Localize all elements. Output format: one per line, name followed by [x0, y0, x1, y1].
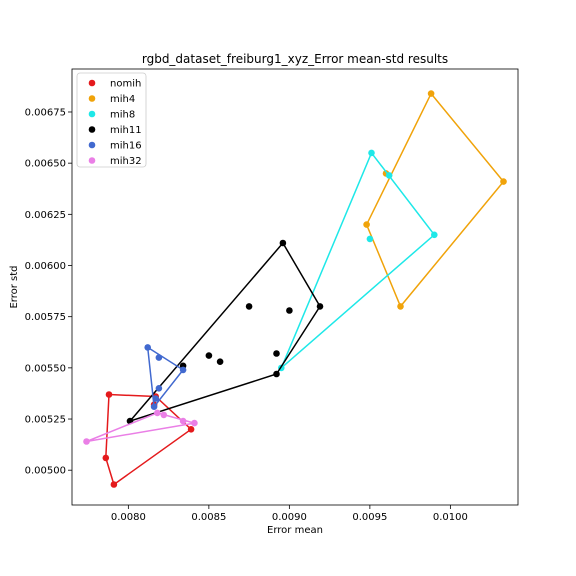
chart-title: rgbd_dataset_freiburg1_xyz_Error mean-st…	[142, 52, 448, 66]
legend-label-mih8: mih8	[110, 110, 135, 121]
data-point-mih32-4	[83, 438, 90, 445]
data-point-mih11-3	[286, 307, 293, 314]
data-point-mih11-5	[205, 352, 213, 359]
legend-marker-mih8	[88, 110, 96, 118]
data-point-mih16-2	[179, 366, 187, 374]
plot-area-frame	[71, 68, 519, 506]
y-tick-label: 0.00550	[25, 363, 66, 374]
legend-marker-mih16	[88, 141, 96, 149]
data-point-nomih-3	[187, 426, 195, 433]
data-point-nomih-0	[105, 391, 113, 398]
data-point-mih11-1	[316, 303, 324, 310]
y-axis: 0.00500 0.00525 0.00550 0.00575 0.00600 0.006…	[25, 107, 72, 477]
y-tick-label: 0.00575	[25, 312, 66, 323]
x-tick-label: 0.0100	[433, 512, 468, 523]
data-point-mih16-4	[152, 395, 159, 402]
legend-label-mih11: mih11	[110, 125, 142, 136]
x-tick-label: 0.0095	[352, 512, 387, 523]
legend-marker-nomih	[88, 79, 96, 87]
y-tick-label: 0.00525	[25, 415, 66, 426]
legend-label-mih16: mih16	[110, 141, 142, 152]
y-tick-label: 0.00625	[25, 210, 66, 221]
data-point-mih8-0	[368, 149, 375, 157]
data-point-mih32-0	[154, 409, 161, 417]
data-point-mih32-3	[191, 419, 198, 427]
y-tick-label: 0.00650	[25, 159, 66, 170]
series-mih16	[144, 344, 187, 411]
series-mih32-hull-line	[86, 412, 195, 443]
x-axis: 0.0080 0.0085 0.0090 0.0095 0.0100	[111, 505, 468, 523]
data-point-mih32-1	[160, 411, 168, 419]
data-point-mih11-8	[273, 370, 280, 378]
data-point-nomih-1	[102, 454, 110, 462]
series-mih4	[363, 90, 507, 310]
data-point-mih8-3	[366, 235, 374, 243]
data-point-mih4-2	[397, 303, 404, 310]
series-mih32	[83, 409, 198, 445]
y-tick-label: 0.00500	[25, 466, 66, 477]
series-mih8-hull-line	[280, 152, 436, 369]
data-point-mih16-5	[150, 403, 158, 411]
series-mih16-hull-line	[146, 346, 185, 409]
y-tick-label: 0.00600	[25, 261, 66, 272]
legend-label-nomih: nomih	[110, 79, 141, 90]
x-tick-label: 0.0085	[191, 512, 226, 523]
data-point-mih4-0	[427, 90, 435, 97]
data-point-mih16-0	[144, 344, 151, 351]
data-point-mih11-4	[273, 350, 280, 357]
legend-label-mih4: mih4	[110, 94, 135, 105]
data-point-mih8-2	[431, 231, 438, 239]
data-point-nomih-2	[110, 481, 118, 488]
y-axis-label: Error std	[9, 265, 20, 308]
data-point-mih16-1	[155, 354, 163, 361]
legend-marker-mih11	[88, 126, 96, 133]
legend-marker-mih4	[88, 95, 96, 102]
y-tick-label: 0.00675	[25, 107, 66, 118]
series-mih8	[278, 149, 438, 372]
series-nomih-hull-line	[105, 393, 193, 486]
legend: nomih mih4 mih8 mih11 mih16 mih32	[76, 72, 147, 168]
x-tick-label: 0.0090	[272, 512, 307, 523]
data-point-mih11-0	[279, 239, 287, 247]
legend-label-mih32: mih32	[110, 156, 142, 167]
data-point-mih8-1	[385, 172, 393, 179]
data-point-mih11-6	[216, 358, 224, 366]
data-point-mih4-3	[363, 221, 370, 228]
x-axis-label: Error mean	[267, 525, 323, 536]
data-point-mih4-1	[500, 178, 507, 185]
data-point-mih11-2	[245, 303, 253, 310]
data-point-mih16-3	[155, 385, 163, 392]
x-tick-label: 0.0080	[111, 512, 146, 523]
plot-layer	[83, 90, 507, 488]
legend-marker-mih32	[88, 157, 96, 164]
data-point-mih32-2	[179, 417, 187, 425]
